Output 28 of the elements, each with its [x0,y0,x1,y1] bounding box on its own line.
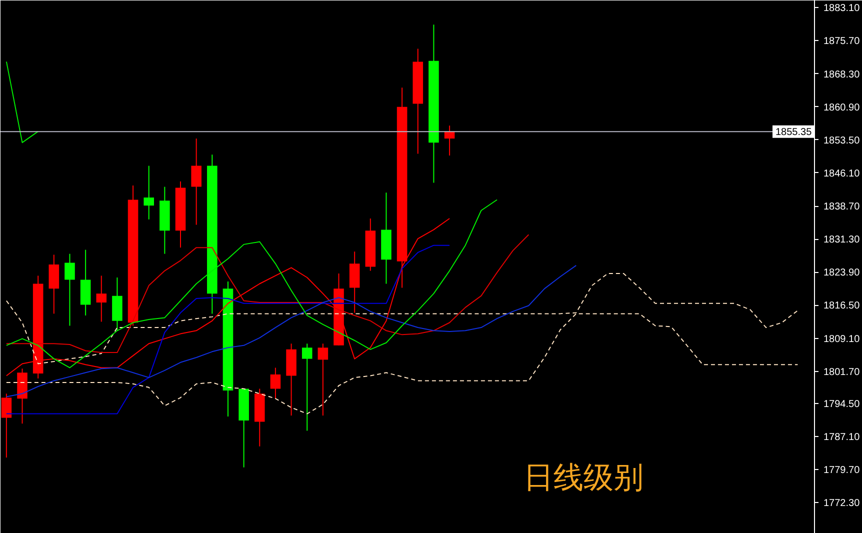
y-tick-label: 1831.30 [824,234,860,246]
y-tick-label: 1853.50 [824,135,860,146]
y-tick-label: 1779.70 [824,465,860,476]
y-tick-label: 1875.70 [824,36,860,48]
candlestick [191,138,202,226]
candlestick [144,165,154,220]
candlestick [1,393,12,458]
y-tick-label: 1868.30 [824,69,860,80]
y-tick-label: 1883.10 [824,3,860,14]
y-tick-label: 1787.10 [824,432,860,444]
y-tick-label: 1794.50 [824,398,860,410]
y-tick-label: 1816.50 [824,300,860,312]
y-tick-label: 1801.70 [824,366,860,378]
candlestick [318,343,328,416]
y-tick-label: 1838.70 [824,202,860,213]
y-tick-label: 1809.10 [824,334,860,345]
y-tick-label: 1772.30 [824,498,860,510]
candlestick [96,275,107,322]
line-series [6,234,530,354]
candlestick [302,343,312,432]
ref-line-label: 1855.35 [776,127,812,138]
candlestick [270,367,281,400]
y-tick-label: 1823.90 [824,268,860,279]
y-tick-label: 1860.90 [824,102,860,114]
annotation: 日线级别 [524,460,644,496]
y-tick-label: 1846.10 [824,168,860,180]
line-series [6,199,498,368]
candlestick [64,253,75,326]
